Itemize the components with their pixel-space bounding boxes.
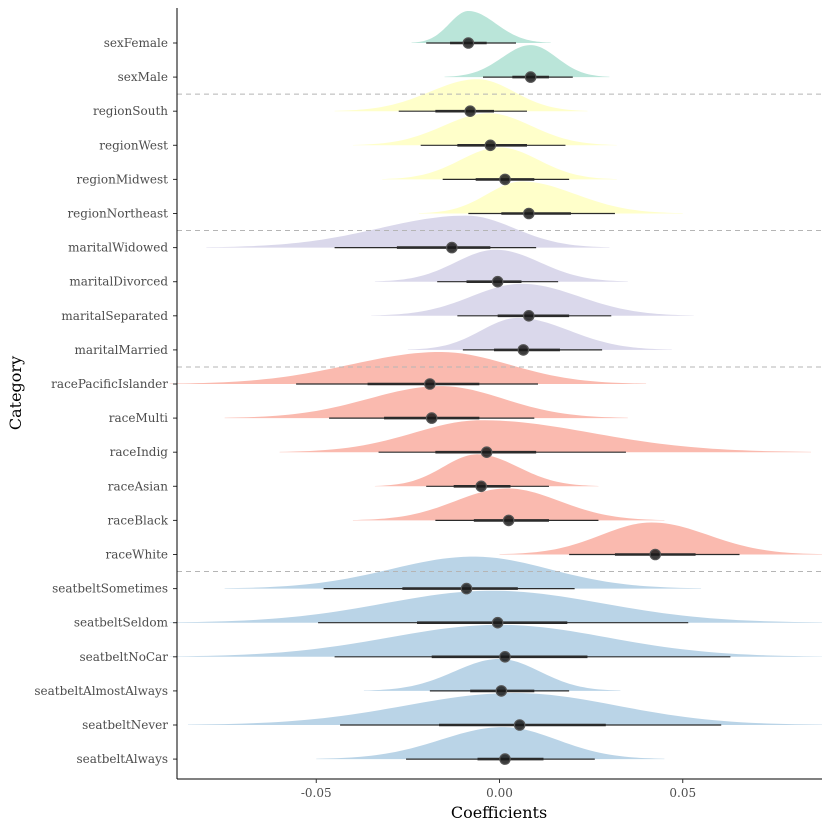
category-label-raceasian: raceAsian [108,479,169,493]
density-layer [169,11,823,760]
median-point-regionnortheast [523,207,535,220]
category-label-seatbeltnocar: seatbeltNoCar [80,650,169,664]
x-axis-title: Coefficients [451,803,547,822]
category-label-sexmale: sexMale [118,70,168,84]
density-seatbeltalmostalways [363,658,621,691]
median-point-maritalseparated [523,309,535,322]
category-label-regionwest: regionWest [99,138,168,152]
median-point-regionsouth [464,105,476,117]
category-label-maritalseparated: maritalSeparated [61,309,168,323]
density-racepacificislander [169,352,647,384]
category-label-maritalmarried: maritalMarried [75,343,169,357]
density-seatbeltseldom [169,590,823,623]
median-point-raceindig [480,446,493,458]
median-point-raceblack [502,514,515,527]
density-seatbeltalways [316,727,665,760]
category-label-racemulti: raceMulti [109,411,168,425]
category-label-sexfemale: sexFemale [104,36,168,50]
category-label-seatbeltalmostalways: seatbeltAlmostAlways [34,684,168,698]
median-point-maritalwidowed [446,241,458,254]
density-regionmidwest [382,147,617,180]
category-label-regionmidwest: regionMidwest [77,172,169,186]
median-point-maritaldivorced [491,275,504,288]
density-maritalwidowed [206,215,610,248]
median-point-racewhite [649,548,662,561]
density-seatbeltnever [187,693,823,725]
density-racemulti [224,386,628,419]
median-point-raceasian [475,480,487,493]
x-tick-label-2: 0.05 [669,786,696,800]
interval-layer [296,37,740,765]
category-label-racepacificislander: racePacificIslander [51,377,168,391]
density-maritalmarried [407,317,672,350]
density-sexfemale [411,11,551,43]
category-label-maritalwidowed: maritalWidowed [68,241,168,255]
category-label-racewhite: raceWhite [105,548,168,562]
density-racewhite [499,522,822,555]
density-regionnortheast [418,181,683,214]
median-point-sexfemale [462,37,475,49]
category-label-seatbeltnever: seatbeltNever [82,718,168,732]
axes-layer: sexFemale sexMale regionSouth regionWest reg… [34,8,822,800]
category-label-seatbeltalways: seatbeltAlways [76,752,168,766]
median-point-racemulti [425,412,438,424]
median-point-seatbeltalways [499,753,511,765]
x-tick-label-0: -0.05 [301,786,332,800]
density-seatbeltsometimes [224,556,702,589]
density-raceblack [352,488,665,521]
x-tick-label-1: 0.00 [486,786,513,800]
density-maritalseparated [371,283,694,316]
category-label-maritaldivorced: maritalDivorced [69,275,168,289]
density-raceasian [374,454,599,487]
density-sexmale [444,45,610,78]
category-label-regionnortheast: regionNortheast [67,207,168,221]
category-label-seatbeltsometimes: seatbeltSometimes [52,582,168,596]
category-label-raceblack: raceBlack [107,513,168,527]
median-point-seatbeltnocar [499,650,511,663]
density-regionsouth [334,79,588,112]
median-point-seatbeltsometimes [460,582,473,595]
category-label-regionsouth: regionSouth [93,104,168,118]
density-seatbeltnocar [169,624,823,657]
median-point-seatbeltalmostalways [495,685,508,697]
median-point-maritalmarried [517,344,530,356]
density-maritaldivorced [374,249,628,282]
category-label-seatbeltseldom: seatbeltSeldom [74,616,169,630]
density-regionwest [352,113,617,146]
median-point-seatbeltseldom [491,616,504,629]
median-point-seatbeltnever [513,719,526,731]
median-point-racepacificislander [424,378,436,390]
y-axis-title: Category [6,356,25,430]
category-label-raceindig: raceIndig [110,445,169,459]
median-point-sexmale [524,71,537,83]
density-raceindig [279,420,812,453]
median-point-regionmidwest [499,173,511,186]
median-point-regionwest [484,139,497,152]
